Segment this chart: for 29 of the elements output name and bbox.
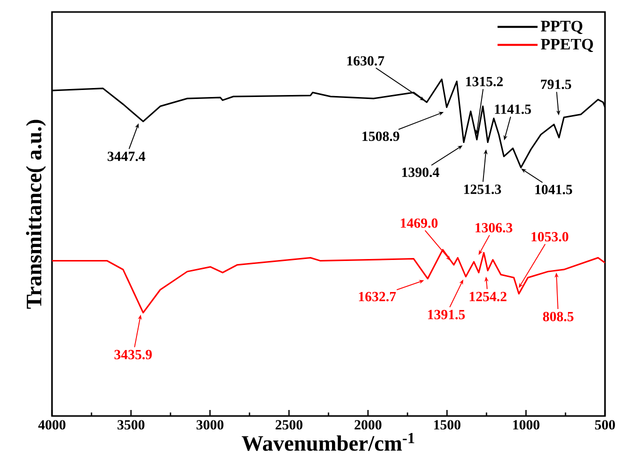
annotation: 1632.7 (358, 292, 396, 302)
x-tick-label: 2500 (276, 420, 302, 430)
y-axis-title: Transmittance( a.u.) (26, 120, 46, 309)
legend-label: PPETQ (540, 38, 594, 52)
annotation: 808.5 (543, 312, 574, 322)
x-tick-label: 3500 (118, 420, 144, 430)
x-tick-label: 3000 (196, 420, 224, 430)
x-tick-label: 500 (595, 420, 615, 430)
annotation: 3435.9 (114, 350, 152, 360)
annotation: 791.5 (541, 80, 572, 90)
annotation: 1254.2 (470, 292, 506, 302)
annotation: 1469.0 (400, 218, 438, 228)
annotation: 1630.7 (347, 56, 384, 66)
legend-label: PPTQ (540, 20, 582, 34)
annotation: 1053.0 (532, 232, 568, 242)
annotation: 1141.5 (494, 104, 531, 114)
annotation: 1390.4 (402, 168, 440, 178)
annotation: 1391.5 (428, 310, 465, 320)
x-tick-label: 1500 (434, 420, 460, 430)
x-tick-label: 2000 (354, 420, 382, 430)
annotation: 3447.4 (108, 152, 146, 162)
annotation: 1041.5 (535, 184, 572, 194)
annotation: 1508.9 (362, 132, 400, 142)
annotation: 1306.3 (476, 223, 512, 232)
x-axis-title: Wavenumber/cm$^{-1}$ (242, 432, 414, 451)
x-tick-label: 4000 (38, 420, 66, 430)
x-tick-label: 1000 (513, 420, 540, 430)
annotation: 1315.2 (466, 76, 503, 86)
annotation: 1251.3 (464, 184, 501, 194)
